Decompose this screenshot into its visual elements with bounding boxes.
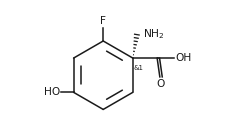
Text: &1: &1 — [134, 65, 144, 72]
Text: OH: OH — [175, 53, 191, 63]
Text: HO: HO — [44, 87, 60, 97]
Text: O: O — [157, 79, 165, 89]
Text: NH$_2$: NH$_2$ — [143, 27, 164, 41]
Text: F: F — [100, 16, 106, 26]
